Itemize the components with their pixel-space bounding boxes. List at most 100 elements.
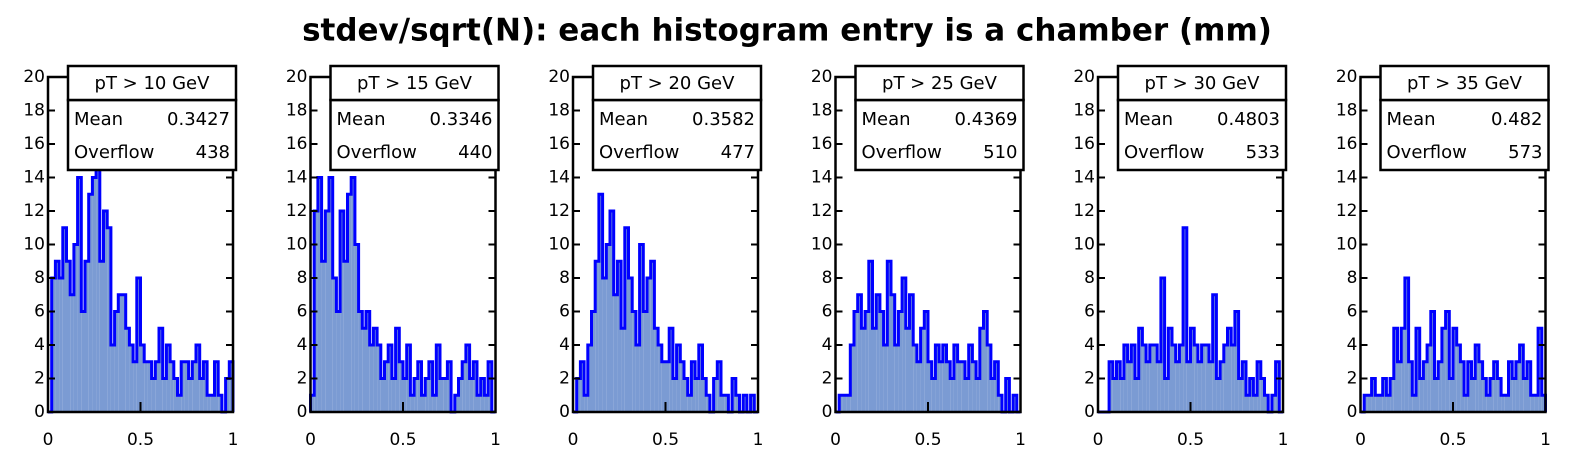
y-tick-label: 16 (1336, 134, 1358, 154)
y-tick-label: 2 (297, 369, 308, 389)
bar (454, 395, 459, 412)
bar (1449, 378, 1453, 412)
bar (440, 378, 444, 412)
bar (1441, 328, 1446, 412)
y-tick-label: 8 (822, 268, 833, 288)
y-tick-label: 16 (548, 134, 570, 154)
bar (1238, 378, 1243, 412)
bar (114, 311, 119, 412)
bar (421, 395, 426, 412)
bar (1164, 378, 1169, 412)
stat-label: Mean (1387, 109, 1436, 130)
stat-value: 533 (1246, 142, 1280, 163)
y-tick-label: 16 (811, 134, 833, 154)
bar (358, 311, 363, 412)
bar (872, 328, 877, 412)
stat-value: 440 (458, 142, 492, 163)
bar (447, 361, 452, 412)
bar (147, 361, 152, 412)
y-tick-label: 10 (1336, 235, 1358, 255)
y-tick-label: 4 (1084, 335, 1095, 355)
bar (462, 361, 466, 412)
stat-label: Overflow (337, 142, 417, 163)
bar (1153, 345, 1158, 412)
histogram-panel: 0 2 4 6 8 10 12 14 16 18 20 0 0.5 1 pT > 20 GeV Mean 0.3… (548, 64, 764, 450)
bar (632, 311, 636, 412)
y-tick-label: 4 (822, 335, 833, 355)
bar (735, 395, 740, 412)
bar (861, 328, 866, 412)
x-tick-label: 1 (753, 430, 764, 450)
bar (203, 361, 208, 412)
histogram-outline (835, 259, 1021, 414)
y-tick-label: 14 (286, 168, 308, 188)
bar (913, 345, 917, 412)
bar (647, 278, 651, 412)
stat-label: Overflow (862, 142, 942, 163)
y-tick-label: 6 (297, 302, 308, 322)
bar (1478, 361, 1483, 412)
stat-label: Overflow (1387, 142, 1467, 163)
bar (1013, 395, 1017, 412)
bar (1146, 361, 1150, 412)
y-tick-label: 8 (1347, 268, 1358, 288)
bar (1197, 361, 1202, 412)
bar (1393, 328, 1398, 412)
bar (1209, 361, 1213, 412)
bar (1227, 328, 1232, 412)
y-tick-label: 6 (34, 302, 45, 322)
bar (994, 361, 999, 412)
bar (909, 294, 914, 412)
bar (595, 261, 599, 412)
bar (1467, 361, 1472, 412)
bar (1220, 361, 1224, 412)
bar (865, 311, 869, 412)
bar (214, 361, 219, 412)
bar (1453, 328, 1457, 412)
bar (643, 311, 647, 412)
bar (1379, 395, 1383, 412)
bar (1523, 378, 1527, 412)
bar (151, 378, 156, 412)
bar (650, 261, 655, 412)
bar (73, 244, 78, 412)
bar (417, 361, 422, 412)
bar (122, 294, 126, 412)
bar (1260, 378, 1265, 412)
bar (1253, 395, 1258, 412)
bar (1223, 345, 1228, 412)
bar (839, 395, 843, 412)
panel-title: pT > 20 GeV (620, 73, 736, 94)
y-tick-label: 14 (1336, 168, 1358, 188)
stat-value: 438 (196, 142, 230, 163)
bar (1404, 278, 1409, 412)
stat-value: 0.3346 (430, 109, 493, 130)
bar (310, 395, 315, 412)
figure-title: stdev/sqrt(N): each histogram entry is a… (302, 13, 1272, 49)
y-tick-label: 10 (811, 235, 833, 255)
bar (1512, 378, 1516, 412)
bar (107, 227, 111, 412)
y-tick-label: 12 (1336, 201, 1358, 221)
y-tick-label: 4 (34, 335, 45, 355)
bar (110, 345, 115, 412)
bar (173, 378, 178, 412)
y-tick-label: 16 (23, 134, 45, 154)
bar (998, 395, 1002, 412)
bar (1497, 378, 1502, 412)
stats-title-box (1379, 64, 1550, 102)
bar (850, 345, 854, 412)
bar (136, 278, 141, 412)
x-tick-label: 0 (1355, 430, 1366, 450)
panel-title: pT > 30 GeV (1145, 73, 1261, 94)
bar (1116, 361, 1121, 412)
y-tick-label: 18 (1336, 101, 1358, 121)
y-tick-label: 20 (1336, 67, 1358, 87)
bar (369, 345, 374, 412)
bar (184, 361, 189, 412)
x-tick-label: 0.5 (914, 430, 941, 450)
y-tick-label: 18 (1073, 101, 1095, 121)
bar (210, 395, 215, 412)
bar (732, 378, 736, 412)
stat-label: Overflow (74, 142, 154, 163)
